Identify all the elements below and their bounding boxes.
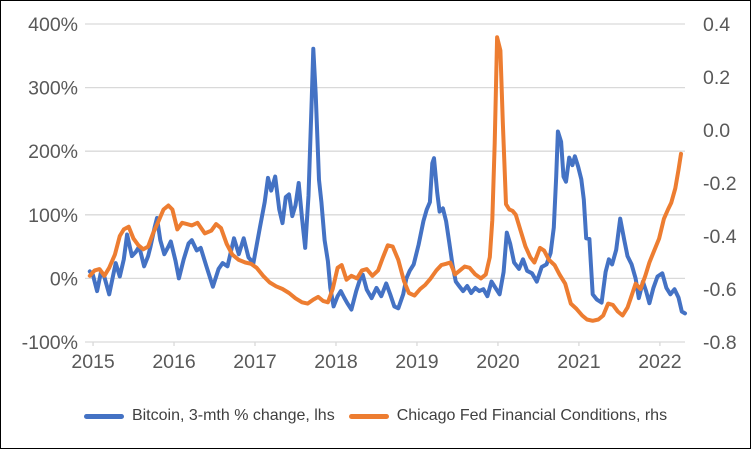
left-axis-label: 0%: [50, 268, 78, 290]
legend-item-chicago-fed: Chicago Fed Financial Conditions, rhs: [348, 407, 668, 425]
left-axis-label: 300%: [28, 78, 78, 100]
bitcoin-line-swatch-icon: [83, 413, 124, 419]
right-axis-label: -0.6: [703, 279, 737, 301]
legend-label-bitcoin: Bitcoin, 3-mth % change, lhs: [131, 407, 335, 424]
left-axis-label: 100%: [28, 205, 78, 227]
x-axis-label: 2020: [476, 351, 520, 373]
x-axis-label: 2018: [314, 351, 357, 373]
right-axis-label: -0.2: [703, 173, 737, 195]
series-line: [87, 35, 683, 323]
x-axis-label: 2017: [233, 351, 276, 373]
chart-legend: Bitcoin, 3-mth % change, lhs Chicago Fed…: [1, 401, 750, 431]
x-axis-label: 2019: [395, 351, 438, 373]
chicago-fed-line-swatch-icon: [348, 413, 389, 419]
left-axis-label: -100%: [22, 332, 78, 354]
x-axis-label: 2016: [152, 351, 195, 373]
left-axis-label: 200%: [28, 141, 78, 163]
x-axis-label: 2015: [71, 351, 115, 373]
x-axis-label: 2022: [638, 351, 681, 373]
x-axis-label: 2021: [557, 351, 600, 373]
legend-label-chicago-fed: Chicago Fed Financial Conditions, rhs: [396, 407, 668, 424]
right-axis-label: 0.0: [703, 120, 730, 142]
legend-item-bitcoin: Bitcoin, 3-mth % change, lhs: [83, 407, 335, 425]
right-axis-label: 0.2: [703, 67, 730, 89]
series-line: [87, 46, 687, 316]
right-axis-label: -0.4: [703, 226, 737, 248]
right-axis-label: 0.4: [703, 14, 730, 36]
right-axis-label: -0.8: [703, 332, 737, 354]
left-axis-label: 400%: [28, 14, 78, 36]
